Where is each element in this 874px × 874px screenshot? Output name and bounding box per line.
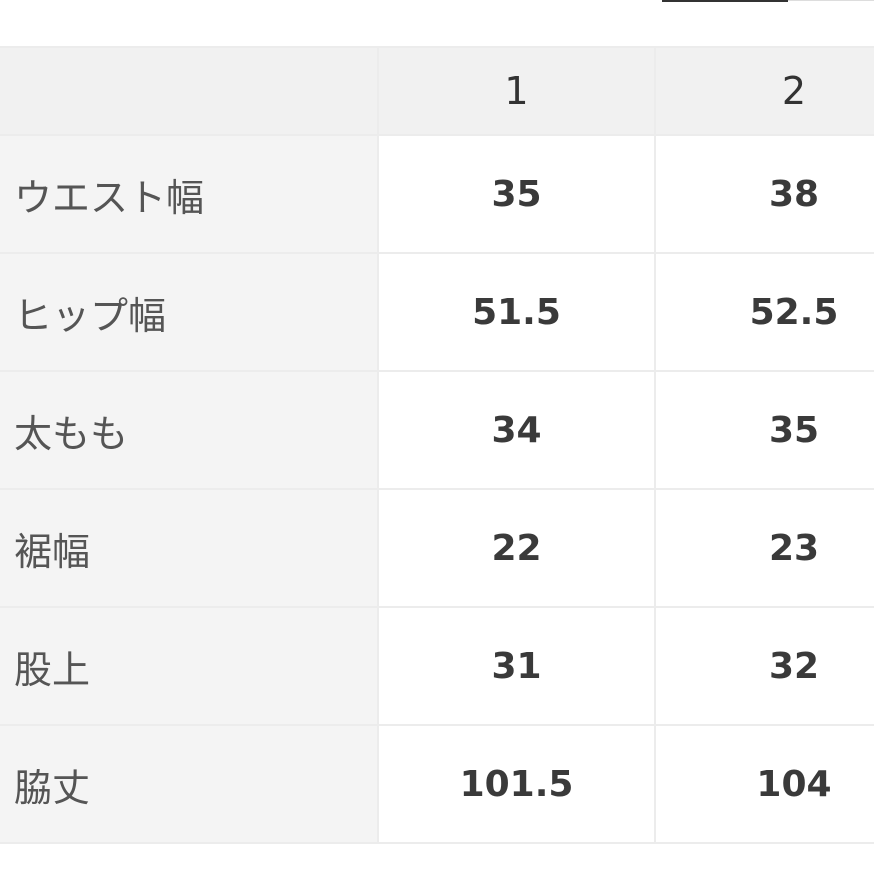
row-label: 脇丈 — [0, 724, 379, 844]
cell-value: 104 — [654, 724, 874, 844]
cell-value: 22 — [377, 488, 656, 608]
table-row: 股上 31 32 — [0, 606, 874, 726]
cell-value: 38 — [654, 134, 874, 254]
row-label: ヒップ幅 — [0, 252, 379, 372]
row-label: 裾幅 — [0, 488, 379, 608]
cell-value: 51.5 — [377, 252, 656, 372]
cell-value: 23 — [654, 488, 874, 608]
table-row: 太もも 34 35 — [0, 370, 874, 490]
cell-value: 35 — [377, 134, 656, 254]
table-row: 裾幅 22 23 — [0, 488, 874, 608]
table-row: 脇丈 101.5 104 — [0, 724, 874, 844]
cell-value: 32 — [654, 606, 874, 726]
table-row: ウエスト幅 35 38 — [0, 134, 874, 254]
tab-divider — [788, 0, 874, 1]
cell-value: 101.5 — [377, 724, 656, 844]
header-size-1: 1 — [377, 46, 656, 136]
row-label: 太もも — [0, 370, 379, 490]
header-empty — [0, 46, 379, 136]
table-header-row: 1 2 — [0, 46, 874, 136]
active-tab-indicator — [662, 0, 788, 2]
cell-value: 31 — [377, 606, 656, 726]
header-size-2: 2 — [654, 46, 874, 136]
cell-value: 34 — [377, 370, 656, 490]
cell-value: 35 — [654, 370, 874, 490]
cell-value: 52.5 — [654, 252, 874, 372]
table-row: ヒップ幅 51.5 52.5 — [0, 252, 874, 372]
row-label: 股上 — [0, 606, 379, 726]
size-table: 1 2 ウエスト幅 35 38 ヒップ幅 51.5 52.5 太もも 34 35… — [0, 46, 874, 844]
row-label: ウエスト幅 — [0, 134, 379, 254]
